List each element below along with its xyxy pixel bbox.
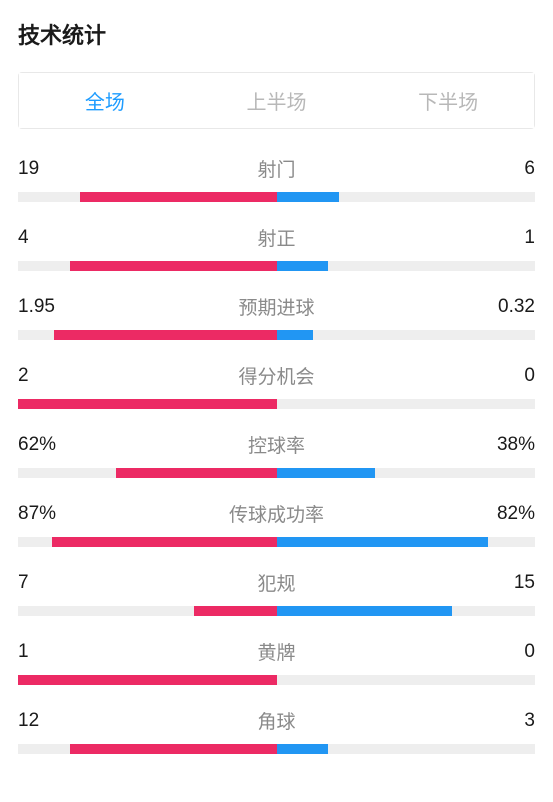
bar-right-track <box>277 330 536 340</box>
bar-right-track <box>277 537 536 547</box>
bar-left-track <box>18 468 277 478</box>
stat-right-value: 0 <box>485 641 535 663</box>
stats-panel: 技术统计 全场 上半场 下半场 19射门64射正11.95预期进球0.322得分… <box>0 0 553 794</box>
bar-right-fill <box>277 192 339 202</box>
stat-row: 87%传球成功率82% <box>18 500 535 547</box>
tab-full[interactable]: 全场 <box>19 73 191 128</box>
bar-right-track <box>277 192 536 202</box>
stat-row: 4射正1 <box>18 224 535 271</box>
bar-left-track <box>18 399 277 409</box>
stat-bar <box>18 606 535 616</box>
stat-bar <box>18 537 535 547</box>
stat-header: 87%传球成功率82% <box>18 500 535 527</box>
bar-right-track <box>277 468 536 478</box>
bar-left-fill <box>70 261 277 271</box>
bar-left-track <box>18 744 277 754</box>
stat-label: 射门 <box>68 155 485 182</box>
stat-label: 传球成功率 <box>68 500 485 527</box>
stat-bar <box>18 192 535 202</box>
bar-left-fill <box>54 330 276 340</box>
stat-bar <box>18 399 535 409</box>
bar-left-track <box>18 261 277 271</box>
bar-left-track <box>18 330 277 340</box>
bar-left-fill <box>80 192 276 202</box>
bar-left-track <box>18 606 277 616</box>
stat-label: 角球 <box>68 707 485 734</box>
bar-right-fill <box>277 537 489 547</box>
stat-bar <box>18 744 535 754</box>
stat-row: 19射门6 <box>18 155 535 202</box>
stat-header: 62%控球率38% <box>18 431 535 458</box>
stat-right-value: 38% <box>485 434 535 456</box>
stat-header: 2得分机会0 <box>18 362 535 389</box>
stat-header: 12角球3 <box>18 707 535 734</box>
stat-row: 62%控球率38% <box>18 431 535 478</box>
tab-first-half[interactable]: 上半场 <box>191 73 363 128</box>
stats-list: 19射门64射正11.95预期进球0.322得分机会062%控球率38%87%传… <box>18 155 535 754</box>
bar-left-fill <box>52 537 277 547</box>
bar-left-track <box>18 675 277 685</box>
bar-right-track <box>277 606 536 616</box>
stat-header: 19射门6 <box>18 155 535 182</box>
bar-left-track <box>18 537 277 547</box>
stat-row: 1.95预期进球0.32 <box>18 293 535 340</box>
bar-left-fill <box>18 399 277 409</box>
stat-label: 预期进球 <box>68 293 485 320</box>
stat-header: 7犯规15 <box>18 569 535 596</box>
bar-right-track <box>277 261 536 271</box>
stat-left-value: 1.95 <box>18 296 68 318</box>
stat-bar <box>18 675 535 685</box>
bar-right-fill <box>277 330 313 340</box>
bar-right-fill <box>277 744 329 754</box>
stat-row: 12角球3 <box>18 707 535 754</box>
stat-row: 1黄牌0 <box>18 638 535 685</box>
stat-right-value: 3 <box>485 710 535 732</box>
stat-left-value: 4 <box>18 227 68 249</box>
stat-label: 射正 <box>68 224 485 251</box>
stat-label: 犯规 <box>68 569 485 596</box>
bar-left-fill <box>194 606 277 616</box>
bar-left-fill <box>116 468 276 478</box>
stat-left-value: 62% <box>18 434 68 456</box>
stat-right-value: 0.32 <box>485 296 535 318</box>
bar-right-fill <box>277 606 453 616</box>
bar-right-track <box>277 399 536 409</box>
tab-second-half[interactable]: 下半场 <box>362 73 534 128</box>
stat-header: 1.95预期进球0.32 <box>18 293 535 320</box>
bar-left-fill <box>18 675 277 685</box>
stat-left-value: 12 <box>18 710 68 732</box>
stat-bar <box>18 261 535 271</box>
stat-right-value: 0 <box>485 365 535 387</box>
stat-bar <box>18 468 535 478</box>
stat-label: 控球率 <box>68 431 485 458</box>
stat-right-value: 82% <box>485 503 535 525</box>
bar-left-track <box>18 192 277 202</box>
bar-right-track <box>277 744 536 754</box>
stat-header: 1黄牌0 <box>18 638 535 665</box>
stat-left-value: 2 <box>18 365 68 387</box>
stat-left-value: 1 <box>18 641 68 663</box>
stat-header: 4射正1 <box>18 224 535 251</box>
period-tabs: 全场 上半场 下半场 <box>18 72 535 129</box>
stat-right-value: 15 <box>485 572 535 594</box>
bar-right-track <box>277 675 536 685</box>
stat-label: 得分机会 <box>68 362 485 389</box>
stat-row: 7犯规15 <box>18 569 535 616</box>
stat-bar <box>18 330 535 340</box>
bar-left-fill <box>70 744 277 754</box>
stat-right-value: 6 <box>485 158 535 180</box>
bar-right-fill <box>277 468 375 478</box>
stat-left-value: 87% <box>18 503 68 525</box>
stat-label: 黄牌 <box>68 638 485 665</box>
stat-left-value: 19 <box>18 158 68 180</box>
stat-left-value: 7 <box>18 572 68 594</box>
stat-right-value: 1 <box>485 227 535 249</box>
stat-row: 2得分机会0 <box>18 362 535 409</box>
bar-right-fill <box>277 261 329 271</box>
page-title: 技术统计 <box>18 18 535 50</box>
